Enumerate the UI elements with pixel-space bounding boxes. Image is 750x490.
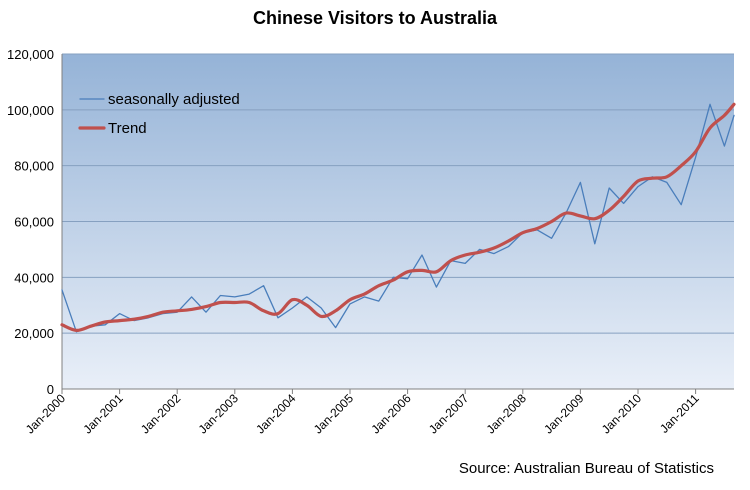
x-tick-label: Jan-2009 — [541, 391, 587, 437]
series-lines — [60, 102, 736, 333]
x-tick-label: Jan-2008 — [484, 391, 530, 437]
x-tick-label: Jan-2002 — [138, 391, 184, 437]
y-tick-label: 40,000 — [14, 270, 54, 285]
y-tick-label: 60,000 — [14, 215, 54, 230]
series-line-trend — [60, 102, 736, 332]
y-tick-label: 80,000 — [14, 159, 54, 174]
x-tick-label: Jan-2001 — [80, 391, 126, 437]
chart-title: Chinese Visitors to Australia — [252, 8, 498, 28]
y-tick-label: 100,000 — [7, 103, 54, 118]
x-axis-tick-labels: Jan-2000 Jan-2001 Jan-2002 Jan-2003 Jan-2004… — [23, 391, 702, 437]
x-tick-label: Jan-2010 — [599, 391, 645, 437]
x-tick-label: Jan-2006 — [368, 391, 414, 437]
x-tick-label: Jan-2007 — [426, 391, 472, 437]
x-tick-label: Jan-2005 — [311, 391, 357, 437]
x-tick-label: Jan-2000 — [23, 391, 69, 437]
y-tick-label: 20,000 — [14, 326, 54, 341]
source-note: Source: Australian Bureau of Statistics — [458, 460, 714, 477]
x-tick-label: Jan-2003 — [196, 391, 242, 437]
x-tick-label: Jan-2004 — [253, 391, 299, 437]
x-tick-label: Jan-2011 — [657, 391, 702, 436]
legend-label: seasonally adjusted — [108, 91, 240, 108]
y-tick-label: 120,000 — [7, 47, 54, 62]
y-tick-label: 0 — [47, 382, 54, 397]
axes — [61, 54, 734, 394]
y-axis-tick-labels: 0 20,000 40,000 60,000 80,000 100,000 120,000 — [7, 47, 54, 397]
legend-label: Trend — [108, 120, 147, 137]
legend: seasonally adjusted Trend — [78, 91, 240, 137]
